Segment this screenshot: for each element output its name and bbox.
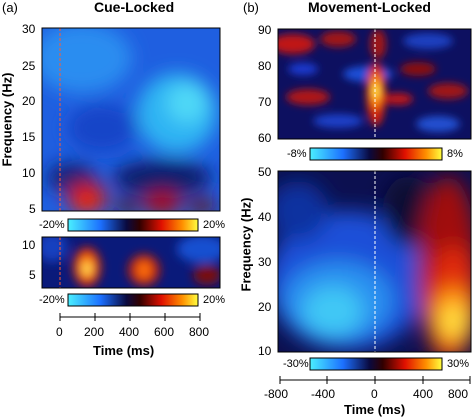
panel-a-xtick: 0 xyxy=(56,325,63,339)
panel-b-xlabel: Time (ms) xyxy=(344,402,406,417)
panel-b-xtick: -800 xyxy=(264,387,289,401)
panel-b-title: Movement-Locked xyxy=(308,0,431,15)
panel-a-ylabel: Frequency (Hz) xyxy=(0,72,15,167)
panel-a-upper-colorbar xyxy=(67,218,199,232)
panel-a-upper-ytick: 20 xyxy=(22,94,36,108)
panel-a-x-axis xyxy=(59,313,201,321)
panel-a-lower-colorbar-max: 20% xyxy=(203,294,226,306)
panel-b-xtick: -400 xyxy=(311,387,336,401)
panel-b-lower-heatmap xyxy=(277,170,472,353)
panel-b-x-axis xyxy=(279,376,471,384)
panel-b-ylabel: Frequency (Hz) xyxy=(238,197,254,292)
panel-b-upper-ytick: 80 xyxy=(258,59,272,73)
panel-a-lower-colorbar-min: -20% xyxy=(39,294,65,306)
panel-b-xtick: 0 xyxy=(371,387,378,401)
panel-a-upper-heatmap xyxy=(41,27,221,212)
panel-a-xtick: 600 xyxy=(154,325,175,339)
panel-a-upper-ytick: 30 xyxy=(22,22,36,36)
panel-a-xtick: 200 xyxy=(84,325,105,339)
panel-b-upper-colorbar-min: -8% xyxy=(287,148,307,160)
panel-b-xtick: 800 xyxy=(448,387,469,401)
panel-a-upper-ytick: 25 xyxy=(22,59,36,73)
panel-a-upper-ytick: 5 xyxy=(29,202,36,216)
panel-a-lower-colorbar xyxy=(67,293,199,307)
panel-b-upper-ytick: 70 xyxy=(258,95,272,109)
panel-b-lower-colorbar xyxy=(309,357,443,371)
panel-a-upper-colorbar-max: 20% xyxy=(203,219,226,231)
panel-b-lower-ytick: 50 xyxy=(258,165,272,179)
panel-b-upper-ytick: 90 xyxy=(258,23,272,37)
panel-b-lower-ytick: 20 xyxy=(258,300,272,314)
panel-a-xtick: 400 xyxy=(119,325,140,339)
panel-b-lower-ytick: 10 xyxy=(258,344,272,358)
panel-a-xtick: 800 xyxy=(189,325,210,339)
panel-b-lower-colorbar-max: 30% xyxy=(447,358,470,370)
panel-a-title: Cue-Locked xyxy=(94,0,175,15)
panel-b-letter: (b) xyxy=(243,0,259,15)
panel-a-upper-ytick: 15 xyxy=(22,130,36,144)
panel-b-upper-colorbar xyxy=(309,147,443,161)
panel-b-xtick: 400 xyxy=(413,387,434,401)
panel-a-upper-ytick: 10 xyxy=(22,166,36,180)
panel-a-xlabel: Time (ms) xyxy=(93,343,155,358)
panel-b-upper-ytick: 60 xyxy=(258,131,272,145)
panel-a-lower-heatmap xyxy=(41,236,221,289)
panel-b-upper-heatmap xyxy=(277,28,472,140)
panel-a-lower-ytick: 5 xyxy=(29,268,36,282)
panel-a-upper-colorbar-min: -20% xyxy=(39,219,65,231)
panel-b-lower-ytick: 40 xyxy=(258,210,272,224)
panel-a-letter: (a) xyxy=(2,0,18,15)
panel-b-upper-colorbar-max: 8% xyxy=(447,148,463,160)
panel-b-lower-colorbar-min: -30% xyxy=(283,358,309,370)
panel-a-lower-ytick: 10 xyxy=(22,238,36,252)
panel-b-lower-ytick: 30 xyxy=(258,255,272,269)
